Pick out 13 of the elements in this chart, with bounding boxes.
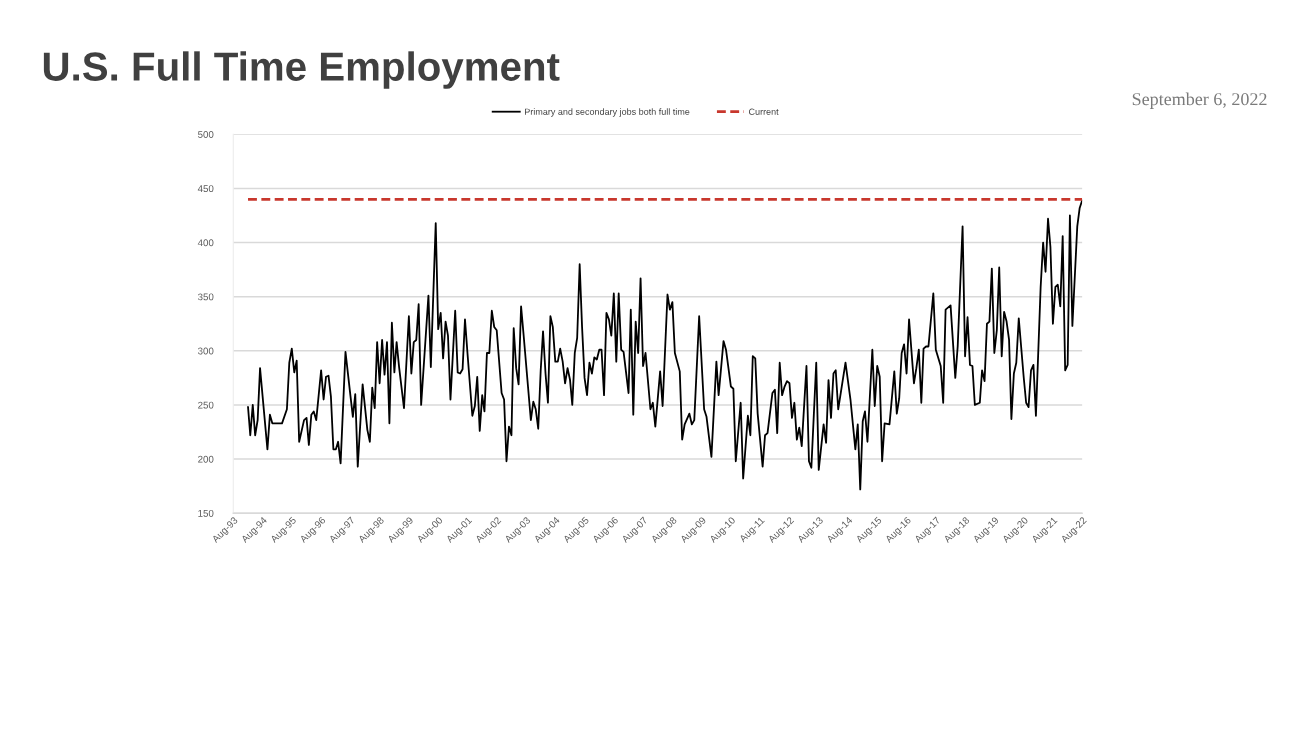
y-tick-label: 450 bbox=[197, 185, 214, 193]
text: September 6, 2022 bbox=[1132, 92, 1267, 109]
legend-label: Primary and secondary jobs both full time bbox=[525, 108, 690, 117]
y-tick-label: 350 bbox=[197, 293, 214, 301]
y-tick-label: 500 bbox=[198, 131, 214, 138]
y-tick-label: 300 bbox=[197, 347, 214, 355]
y-tick-label: 200 bbox=[198, 455, 214, 463]
legend-label: Current bbox=[748, 108, 779, 115]
chart-title: U.S. Full Time Employment bbox=[43, 51, 560, 89]
line-series bbox=[247, 199, 1083, 491]
y-tick-label: 150 bbox=[198, 509, 214, 517]
y-tick-label: 250 bbox=[198, 401, 214, 409]
y-tick-label: 400 bbox=[197, 239, 214, 247]
